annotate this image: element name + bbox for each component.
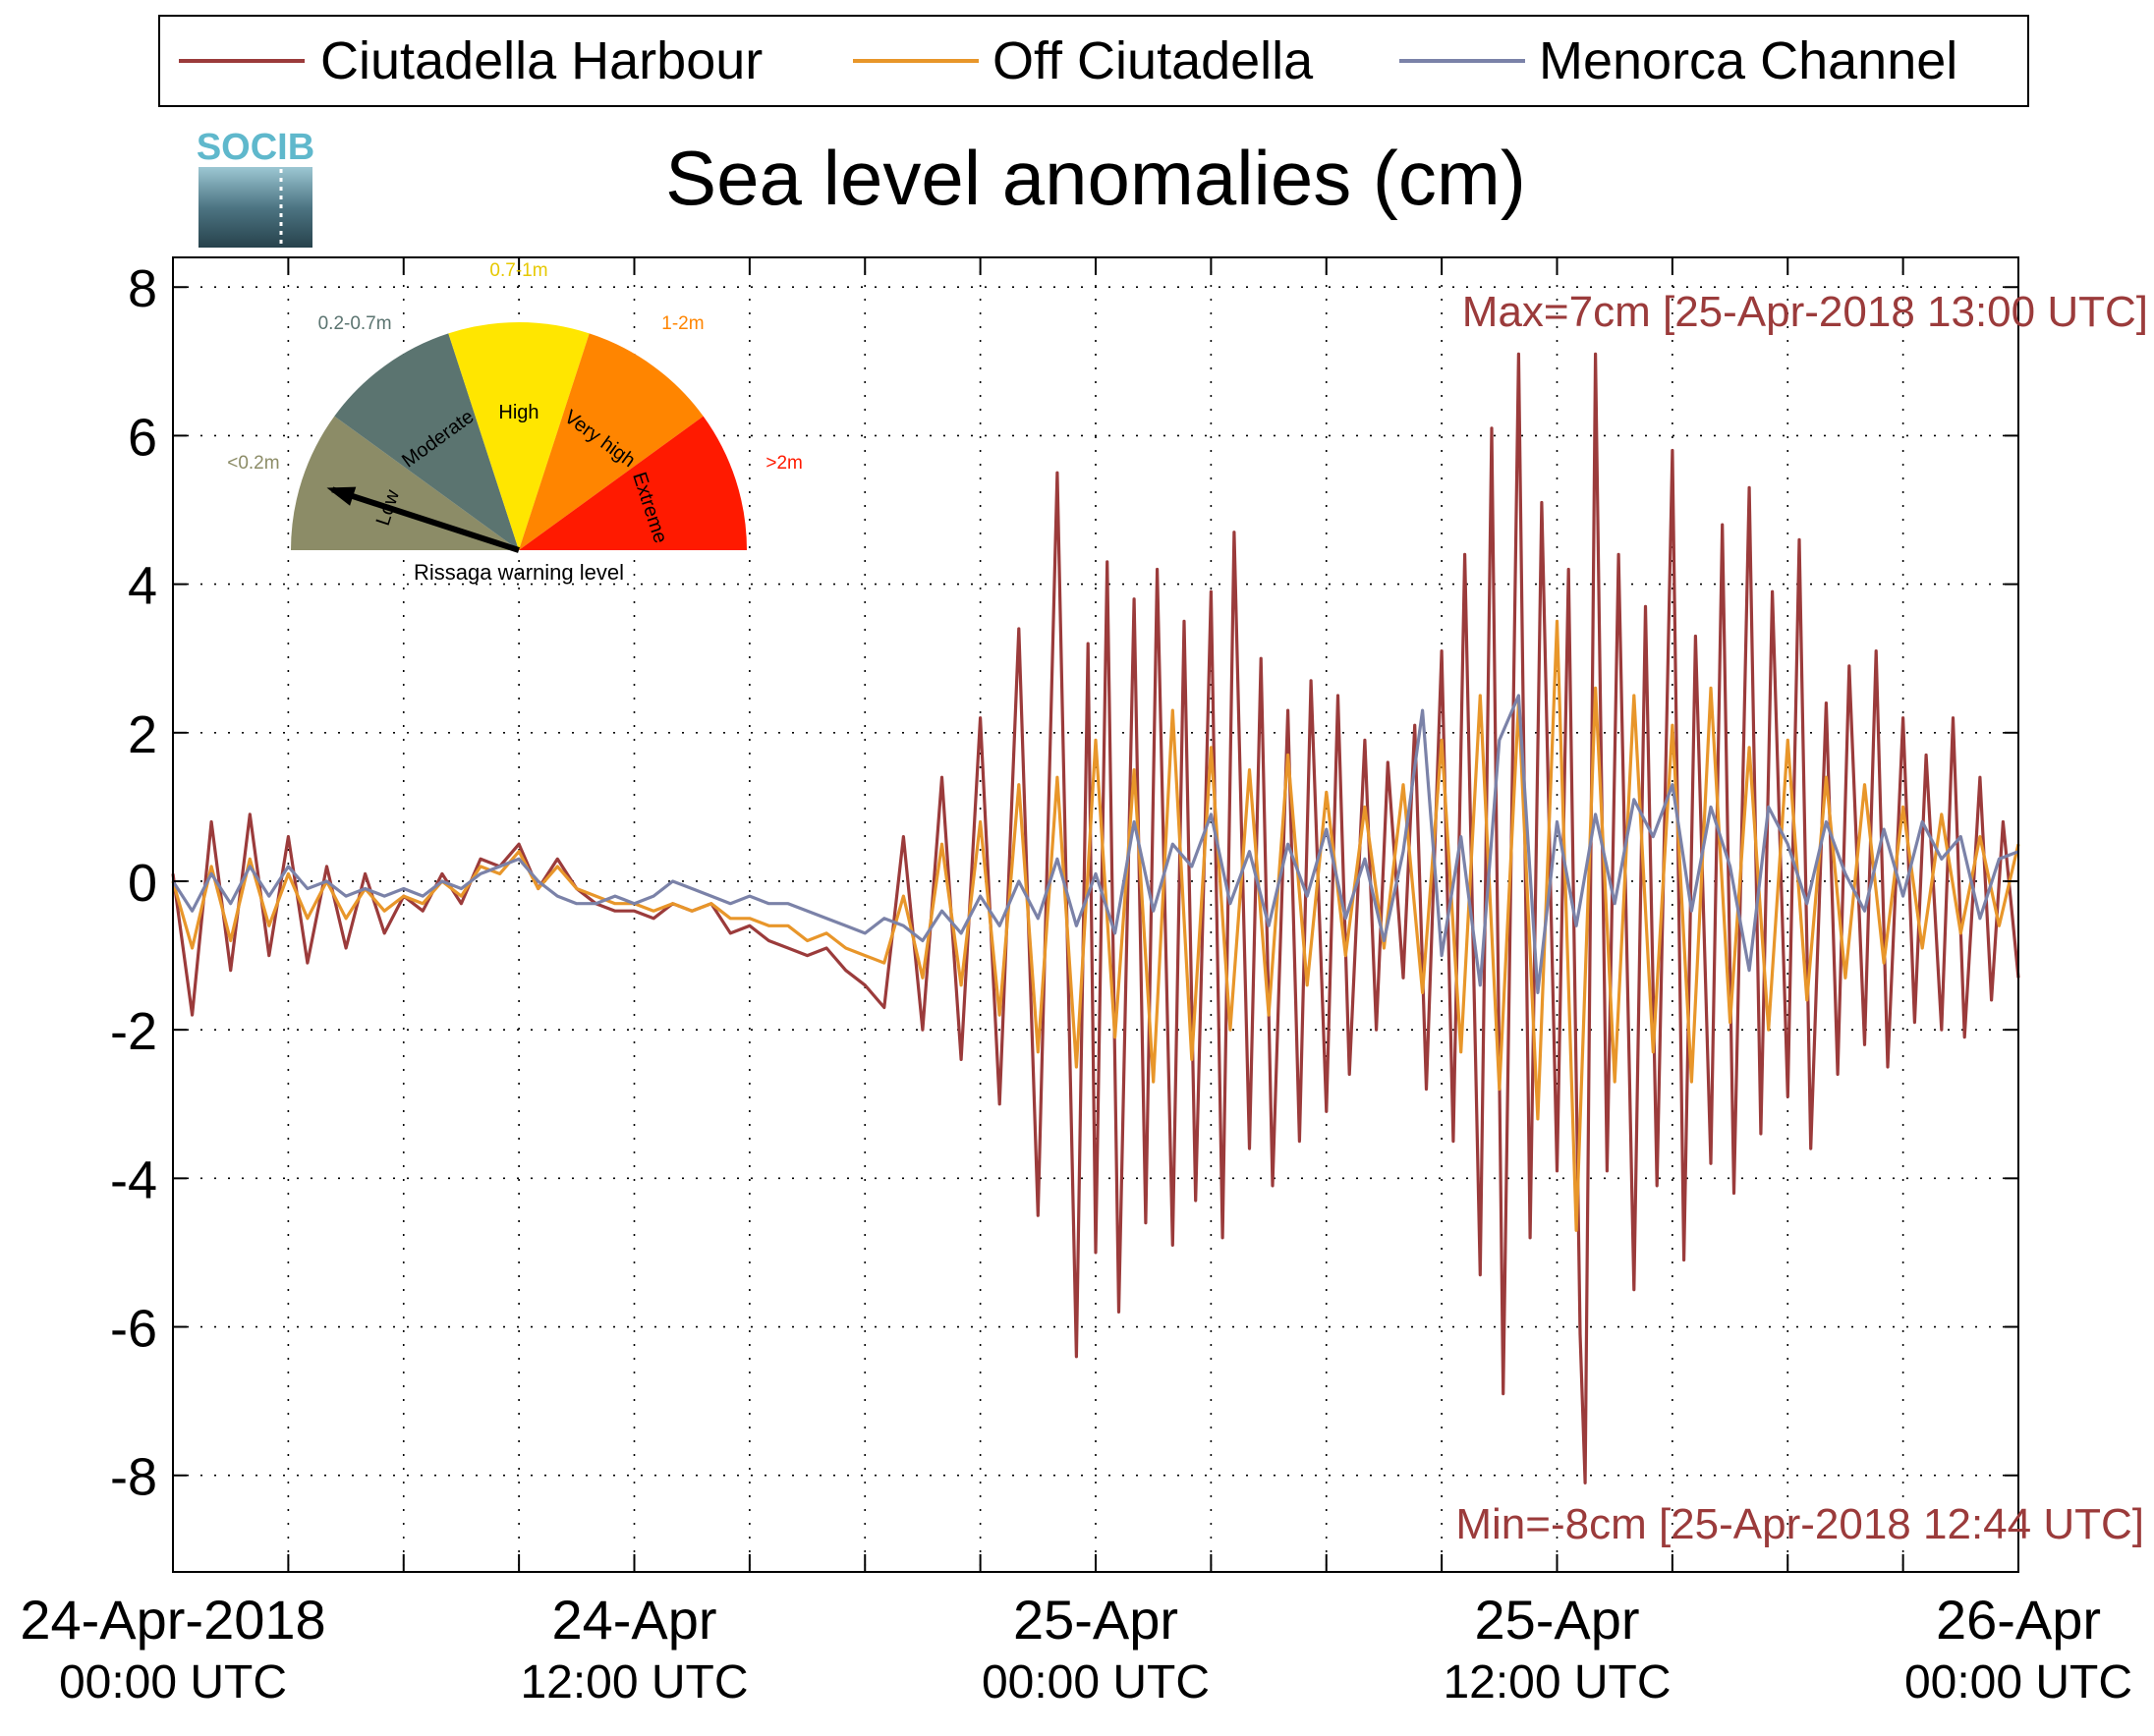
y-tick-label: -6 [110, 1300, 157, 1359]
x-tick-time-label: 00:00 UTC [982, 1656, 1210, 1708]
y-tick-label: 6 [128, 408, 157, 467]
gauge-needle-head [326, 486, 357, 506]
y-axis: 8 6 4 2 0 -2 -4 -6 -8 [110, 259, 2018, 1507]
gauge-segment-high [448, 322, 590, 550]
gauge-range-low: <0.2m [227, 453, 279, 474]
y-tick-label: -4 [110, 1150, 157, 1209]
y-tick-label: -2 [110, 1002, 157, 1061]
x-tick-date-label: 26-Apr [1936, 1589, 2101, 1651]
legend-box [158, 15, 2029, 107]
gauge-segment-very-high [519, 333, 704, 550]
series-layer [171, 352, 2020, 1484]
series-line-menorca-channel [171, 694, 2019, 995]
chart-title: Sea level anomalies (cm) [665, 135, 1526, 221]
legend: Ciutadella Harbour Off Ciutadella Menorc… [158, 15, 2029, 107]
gauge-caption: Rissaga warning level [414, 560, 624, 585]
y-tick-label: 2 [128, 705, 157, 764]
gauge-segment-moderate [334, 333, 519, 550]
legend-label-off-ciutadella: Off Ciutadella [992, 31, 1314, 90]
x-tick-date-label: 24-Apr-2018 [20, 1589, 325, 1651]
min-annotation: Min=-8cm [25-Apr-2018 12:44 UTC] [1455, 1500, 2144, 1548]
socib-logo: SOCIB [197, 127, 314, 248]
y-tick-label: 8 [128, 259, 157, 318]
series-line-off-ciutadella [171, 619, 2020, 1232]
gauge-segment-low [291, 416, 519, 550]
gauge-range-moderate: 0.2-0.7m [318, 313, 392, 334]
x-tick-time-label: 12:00 UTC [1443, 1656, 1671, 1708]
max-annotation: Max=7cm [25-Apr-2018 13:00 UTC] [1462, 288, 2148, 336]
series-line-ciutadella-harbour [171, 352, 2020, 1484]
y-tick-label: -8 [110, 1448, 157, 1507]
gauge-range-extreme: >2m [765, 453, 803, 474]
gauge-label-high: High [498, 402, 538, 423]
x-tick-time-label: 00:00 UTC [59, 1656, 287, 1708]
legend-label-ciutadella-harbour: Ciutadella Harbour [320, 31, 763, 90]
x-tick-time-label: 00:00 UTC [1904, 1656, 2132, 1708]
x-tick-date-label: 24-Apr [551, 1589, 716, 1651]
x-tick-date-label: 25-Apr [1474, 1589, 1639, 1651]
y-tick-label: 4 [128, 557, 157, 616]
gauge-segment-extreme [519, 416, 747, 550]
gauge-needle [331, 486, 520, 553]
y-tick-label: 0 [128, 854, 157, 913]
x-tick-time-label: 12:00 UTC [520, 1656, 748, 1708]
x-tick-date-label: 25-Apr [1013, 1589, 1178, 1651]
logo-text: SOCIB [197, 127, 314, 168]
legend-label-menorca-channel: Menorca Channel [1539, 31, 1957, 90]
gauge-range-high: 0.7-1m [489, 260, 547, 281]
gauge-range-very-high: 1-2m [661, 313, 704, 334]
